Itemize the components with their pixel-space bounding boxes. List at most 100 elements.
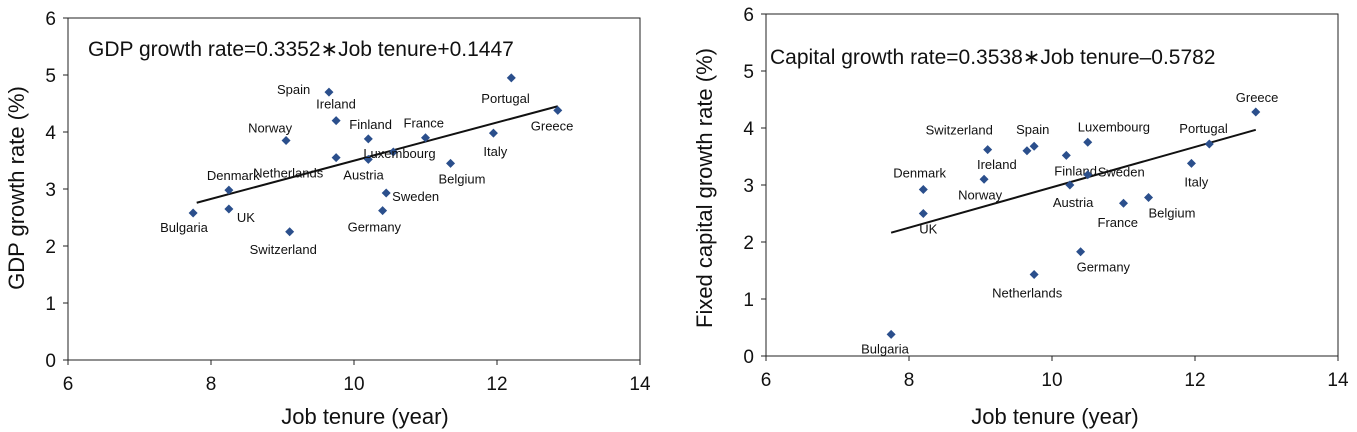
x-tick-label: 8 bbox=[206, 374, 217, 395]
data-point-sweden bbox=[1083, 170, 1093, 180]
point-label-uk: UK bbox=[919, 222, 937, 237]
y-tick-label: 3 bbox=[45, 180, 56, 201]
point-label-luxembourg: Luxembourg bbox=[1078, 119, 1150, 134]
gdp-scatter-chart: GDP growth rate=0.3352∗Job tenure+0.1447… bbox=[4, 9, 651, 429]
point-label-ireland: Ireland bbox=[316, 97, 356, 112]
point-label-italy: Italy bbox=[483, 144, 507, 159]
data-point-austria bbox=[363, 154, 373, 164]
point-label-germany: Germany bbox=[348, 220, 402, 235]
data-point-bulgaria bbox=[188, 208, 198, 218]
data-point-uk bbox=[224, 204, 234, 214]
point-label-spain: Spain bbox=[1016, 122, 1049, 137]
capital-chart-panel: Capital growth rate=0.3538∗Job tenure–0.… bbox=[690, 0, 1357, 432]
x-tick-label: 10 bbox=[1041, 370, 1062, 391]
point-label-italy: Italy bbox=[1184, 174, 1208, 189]
data-point-norway bbox=[281, 136, 291, 146]
data-point-spain bbox=[1029, 141, 1039, 151]
data-point-finland bbox=[363, 134, 373, 144]
point-label-bulgaria: Bulgaria bbox=[160, 220, 208, 235]
data-point-denmark bbox=[224, 185, 234, 195]
data-point-switzerland bbox=[983, 145, 993, 155]
point-label-greece: Greece bbox=[531, 118, 574, 133]
point-label-austria: Austria bbox=[343, 167, 384, 182]
data-point-greece bbox=[553, 105, 563, 115]
data-point-greece bbox=[1251, 107, 1261, 117]
data-point-france bbox=[421, 133, 430, 143]
data-point-germany bbox=[378, 206, 388, 216]
data-point-ireland bbox=[331, 116, 341, 126]
y-tick-label: 2 bbox=[743, 233, 754, 254]
data-point-belgium bbox=[446, 158, 456, 168]
point-label-switzerland: Switzerland bbox=[250, 242, 317, 257]
data-point-italy bbox=[488, 128, 498, 138]
trendline bbox=[196, 105, 559, 204]
data-point-luxembourg bbox=[1083, 137, 1093, 147]
y-tick-label: 0 bbox=[743, 347, 754, 368]
point-label-germany: Germany bbox=[1077, 260, 1131, 275]
data-point-finland bbox=[1061, 150, 1071, 160]
y-tick-label: 5 bbox=[743, 62, 754, 83]
data-point-belgium bbox=[1144, 193, 1154, 203]
y-tick-label: 6 bbox=[45, 9, 56, 30]
x-tick-label: 6 bbox=[63, 374, 74, 395]
data-point-spain bbox=[324, 87, 334, 97]
x-tick-label: 8 bbox=[904, 370, 915, 391]
x-tick-label: 12 bbox=[486, 374, 507, 395]
y-tick-label: 1 bbox=[743, 290, 754, 311]
data-point-ireland bbox=[1022, 146, 1032, 156]
data-point-italy bbox=[1186, 158, 1196, 168]
point-label-spain: Spain bbox=[277, 82, 310, 97]
point-label-luxembourg: Luxembourg bbox=[363, 146, 435, 161]
point-label-sweden: Sweden bbox=[392, 189, 439, 204]
data-point-luxembourg bbox=[388, 147, 398, 157]
point-label-france: France bbox=[1098, 215, 1138, 230]
point-label-belgium: Belgium bbox=[1149, 206, 1196, 221]
point-label-austria: Austria bbox=[1053, 195, 1094, 210]
chart-equation: GDP growth rate=0.3352∗Job tenure+0.1447 bbox=[88, 38, 514, 61]
point-label-netherlands: Netherlands bbox=[253, 166, 324, 181]
point-label-greece: Greece bbox=[1236, 90, 1279, 105]
data-point-france bbox=[1119, 198, 1128, 208]
data-point-netherlands bbox=[331, 153, 341, 163]
x-tick-label: 10 bbox=[343, 374, 364, 395]
data-point-switzerland bbox=[285, 227, 295, 237]
y-tick-label: 5 bbox=[45, 66, 56, 87]
point-label-sweden: Sweden bbox=[1098, 165, 1145, 180]
data-point-norway bbox=[979, 174, 989, 184]
y-tick-label: 4 bbox=[45, 123, 56, 144]
gdp-chart-panel: GDP growth rate=0.3352∗Job tenure+0.1447… bbox=[0, 0, 670, 432]
data-point-portugal bbox=[1204, 139, 1214, 149]
point-label-norway: Norway bbox=[248, 121, 293, 136]
data-point-netherlands bbox=[1029, 269, 1039, 279]
trendline bbox=[890, 128, 1257, 234]
y-tick-label: 2 bbox=[45, 237, 56, 258]
point-label-bulgaria: Bulgaria bbox=[861, 341, 909, 356]
data-point-uk bbox=[918, 209, 928, 218]
point-label-portugal: Portugal bbox=[1179, 121, 1228, 136]
point-label-portugal: Portugal bbox=[481, 91, 530, 106]
point-label-denmark: Denmark bbox=[893, 166, 946, 181]
data-point-sweden bbox=[381, 188, 391, 198]
x-axis-title: Job tenure (year) bbox=[971, 404, 1139, 429]
data-point-austria bbox=[1065, 180, 1075, 190]
point-label-netherlands: Netherlands bbox=[992, 285, 1063, 300]
point-label-ireland: Ireland bbox=[977, 157, 1017, 172]
x-tick-label: 14 bbox=[1327, 370, 1349, 391]
x-tick-label: 12 bbox=[1184, 370, 1205, 391]
x-tick-label: 6 bbox=[761, 370, 772, 391]
point-label-finland: Finland bbox=[349, 117, 392, 132]
point-label-norway: Norway bbox=[958, 187, 1003, 202]
data-point-portugal bbox=[506, 73, 516, 83]
x-tick-label: 14 bbox=[629, 374, 651, 395]
point-label-belgium: Belgium bbox=[439, 171, 486, 186]
y-axis-title: Fixed capital growth rate (%) bbox=[692, 48, 717, 328]
y-tick-label: 1 bbox=[45, 294, 56, 315]
y-tick-label: 0 bbox=[45, 351, 56, 372]
point-label-france: France bbox=[404, 116, 444, 131]
y-tick-label: 6 bbox=[743, 5, 754, 26]
data-point-denmark bbox=[918, 185, 928, 195]
y-tick-label: 3 bbox=[743, 176, 754, 197]
point-label-uk: UK bbox=[237, 210, 255, 225]
capital-scatter-chart: Capital growth rate=0.3538∗Job tenure–0.… bbox=[692, 5, 1349, 429]
point-label-switzerland: Switzerland bbox=[926, 123, 993, 138]
